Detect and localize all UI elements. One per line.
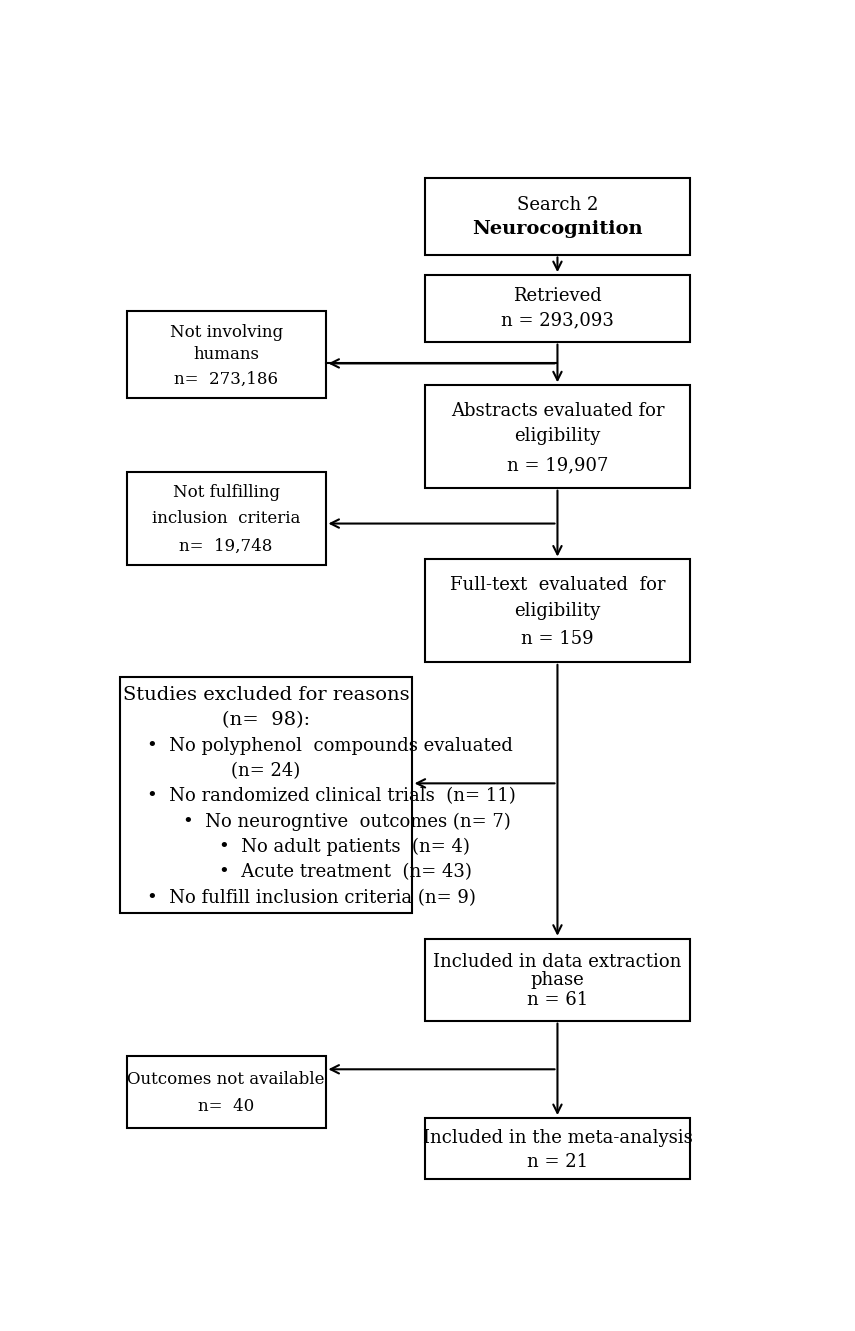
Text: n = 21: n = 21: [527, 1153, 588, 1171]
Bar: [425, 1118, 690, 1179]
Text: n = 293,093: n = 293,093: [501, 311, 614, 329]
Text: Full-text  evaluated  for: Full-text evaluated for: [450, 576, 665, 594]
Text: Neurocognition: Neurocognition: [472, 220, 643, 238]
Text: n = 159: n = 159: [522, 631, 593, 648]
Bar: [120, 677, 412, 913]
Text: humans: humans: [193, 346, 259, 363]
Text: •  No neurogntive  outcomes (n= 7): • No neurogntive outcomes (n= 7): [160, 813, 510, 831]
Text: eligibility: eligibility: [515, 427, 600, 446]
Text: Not involving: Not involving: [169, 325, 283, 341]
Bar: [127, 311, 326, 398]
Text: •  No polyphenol  compounds evaluated: • No polyphenol compounds evaluated: [147, 737, 512, 755]
Text: n=  40: n= 40: [198, 1098, 254, 1115]
Text: n=  19,748: n= 19,748: [180, 538, 273, 555]
Bar: [425, 385, 690, 487]
Text: •  No adult patients  (n= 4): • No adult patients (n= 4): [173, 839, 470, 856]
Text: n = 61: n = 61: [527, 992, 588, 1009]
Text: Search 2: Search 2: [516, 197, 598, 214]
Text: Included in the meta-analysis: Included in the meta-analysis: [422, 1129, 693, 1146]
Text: Retrieved: Retrieved: [513, 287, 602, 305]
Text: inclusion  criteria: inclusion criteria: [152, 510, 300, 527]
Text: •  No randomized clinical trials  (n= 11): • No randomized clinical trials (n= 11): [147, 788, 516, 805]
Text: •  Acute treatment  (n= 43): • Acute treatment (n= 43): [173, 864, 472, 881]
Bar: [127, 473, 326, 564]
Bar: [425, 938, 690, 1021]
Text: Outcomes not available: Outcomes not available: [127, 1071, 325, 1087]
Text: n=  273,186: n= 273,186: [174, 370, 278, 387]
Text: •  No fulfill inclusion criteria (n= 9): • No fulfill inclusion criteria (n= 9): [147, 889, 475, 906]
Text: Not fulfilling: Not fulfilling: [173, 484, 280, 500]
Text: eligibility: eligibility: [515, 602, 600, 620]
Text: phase: phase: [531, 970, 584, 989]
Bar: [127, 1057, 326, 1129]
Text: (n=  98):: (n= 98):: [221, 711, 310, 729]
Text: Abstracts evaluated for: Abstracts evaluated for: [451, 402, 664, 419]
Bar: [425, 559, 690, 662]
Text: Studies excluded for reasons: Studies excluded for reasons: [122, 685, 410, 704]
Text: n = 19,907: n = 19,907: [507, 457, 608, 474]
Bar: [425, 177, 690, 254]
Bar: [425, 276, 690, 342]
Text: Included in data extraction: Included in data extraction: [433, 953, 681, 970]
Text: (n= 24): (n= 24): [232, 763, 300, 780]
